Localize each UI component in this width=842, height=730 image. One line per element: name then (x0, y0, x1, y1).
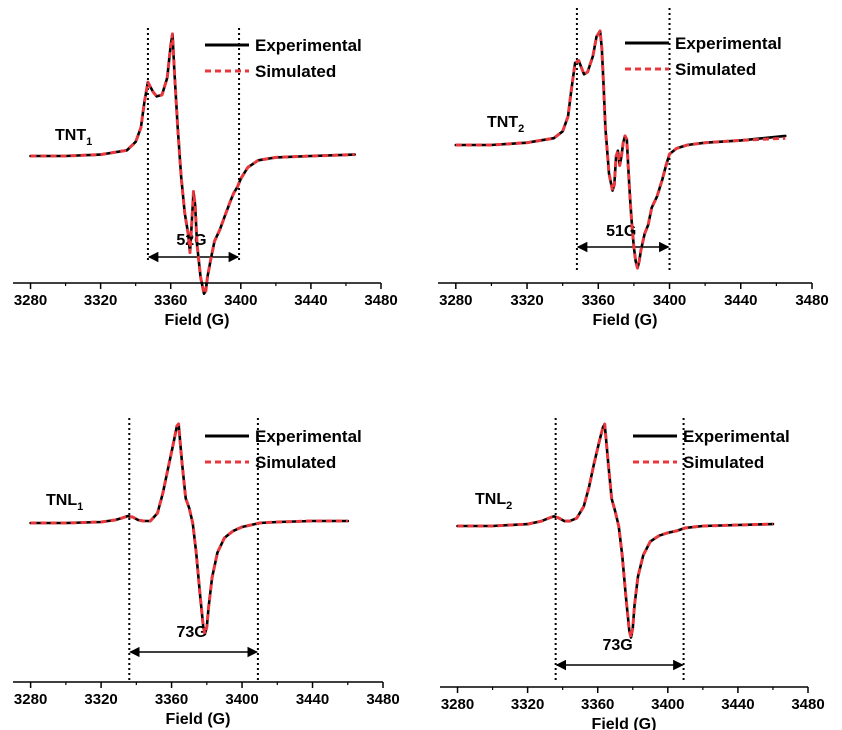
sample-label-main: TNT (487, 114, 518, 131)
sample-label: TNL1 (46, 492, 83, 513)
simulated-series-line (30, 32, 355, 296)
x-tick-label: 3480 (795, 292, 828, 309)
x-tick-label: 3320 (511, 696, 544, 713)
simulated-series-line (457, 422, 774, 639)
simulated-series-line (30, 422, 348, 636)
x-tick-label: 3280 (441, 696, 474, 713)
width-label: 73G (176, 624, 206, 641)
x-tick-label: 3440 (724, 292, 757, 309)
panel-3: 3280 3320 3360 3400 3440 3480 Field (G) 73G Expe… (13, 418, 400, 728)
legend-simulated-label: Simulated (255, 453, 336, 472)
legend-simulated-label: Simulated (255, 62, 336, 81)
x-tick-label: 3400 (225, 691, 258, 708)
x-axis-label: Field (G) (593, 312, 658, 329)
panel-2: 3280 3320 3360 3400 3440 3480 Field (G) 51G Expe… (438, 8, 829, 329)
x-tick-label: 3320 (84, 292, 117, 309)
x-tick-label: 3440 (296, 691, 329, 708)
x-tick-label: 3280 (439, 292, 472, 309)
x-axis-label: Field (G) (592, 716, 657, 730)
x-tick-label: 3280 (14, 691, 47, 708)
x-tick-label: 3360 (582, 292, 615, 309)
sample-label: TNT2 (487, 114, 524, 135)
x-tick-label: 3440 (294, 292, 327, 309)
sample-label-subscript: 2 (506, 500, 512, 512)
simulated-series-line (455, 29, 786, 270)
legend-experimental-label: Experimental (675, 34, 782, 53)
sample-label-main: TNT (55, 127, 86, 144)
x-tick-label: 3480 (791, 696, 824, 713)
legend-experimental-label: Experimental (255, 36, 362, 55)
x-axis-label: Field (G) (165, 312, 230, 329)
x-tick-label: 3320 (84, 691, 117, 708)
x-tick-label: 3440 (721, 696, 754, 713)
sample-label-subscript: 1 (86, 136, 92, 148)
x-tick-label: 3480 (366, 691, 399, 708)
width-label: 73G (602, 637, 632, 654)
sample-label-subscript: 1 (77, 501, 83, 513)
x-tick-label: 3360 (155, 691, 188, 708)
x-tick-label: 3280 (14, 292, 47, 309)
x-tick-label: 3400 (651, 696, 684, 713)
legend-experimental-label: Experimental (683, 427, 790, 446)
width-label: 51G (606, 223, 636, 240)
sample-label-main: TNL (475, 491, 506, 508)
sample-label-main: TNL (46, 492, 77, 509)
sample-label: TNL2 (475, 491, 512, 512)
x-axis-label: Field (G) (166, 711, 231, 728)
legend-experimental-label: Experimental (255, 427, 362, 446)
sample-label: TNT1 (55, 127, 92, 148)
x-tick-label: 3400 (224, 292, 257, 309)
legend-simulated-label: Simulated (683, 453, 764, 472)
x-tick-label: 3360 (581, 696, 614, 713)
x-tick-label: 3400 (653, 292, 686, 309)
x-tick-label: 3360 (154, 292, 187, 309)
panel-4: 3280 3320 3360 3400 3440 3480 Field (G) 73G Expe… (440, 418, 825, 730)
x-tick-label: 3480 (364, 292, 397, 309)
sample-label-subscript: 2 (518, 123, 524, 135)
legend-simulated-label: Simulated (675, 60, 756, 79)
x-tick-label: 3320 (510, 292, 543, 309)
